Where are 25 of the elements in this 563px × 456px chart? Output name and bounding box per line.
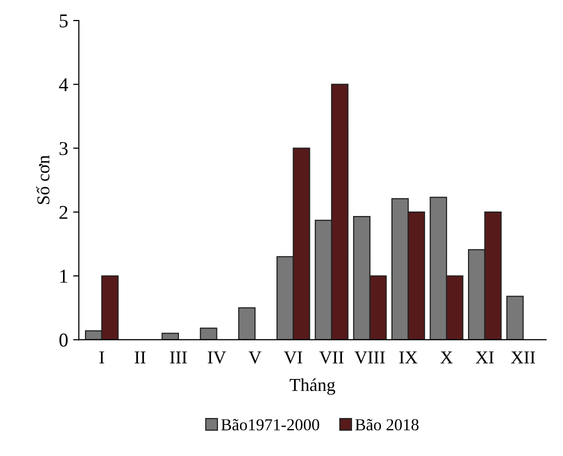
bar bbox=[238, 307, 256, 340]
x-tick-label: IX bbox=[399, 352, 418, 364]
y-tick-label: 3 bbox=[60, 142, 68, 156]
x-tick-label: X bbox=[440, 352, 453, 364]
x-axis-title: Tháng bbox=[290, 378, 336, 395]
y-tick-label: 2 bbox=[60, 206, 68, 219]
x-tick-label: V bbox=[248, 352, 262, 364]
y-tick-label: 1 bbox=[60, 270, 68, 283]
x-tick-label: VI bbox=[284, 352, 302, 364]
y-tick-label: 5 bbox=[60, 14, 68, 28]
y-tick-label: 4 bbox=[59, 78, 68, 92]
x-tick-label: I bbox=[99, 352, 104, 364]
legend-label: Bão 2018 bbox=[355, 418, 419, 430]
x-tick-label: III bbox=[170, 352, 187, 364]
bar bbox=[506, 296, 524, 340]
legend-label: Bão1971-2000 bbox=[221, 418, 320, 430]
y-tick-label: 0 bbox=[59, 334, 68, 347]
y-axis-title: Số cơn bbox=[36, 155, 50, 204]
x-tick-label: XII bbox=[510, 352, 536, 364]
x-tick-label: VIII bbox=[354, 352, 385, 364]
bar bbox=[200, 328, 218, 340]
x-tick-label: XI bbox=[476, 352, 494, 364]
x-tick-label: II bbox=[134, 352, 146, 364]
x-tick-label: IV bbox=[208, 352, 226, 364]
x-tick-label: VII bbox=[319, 352, 344, 364]
